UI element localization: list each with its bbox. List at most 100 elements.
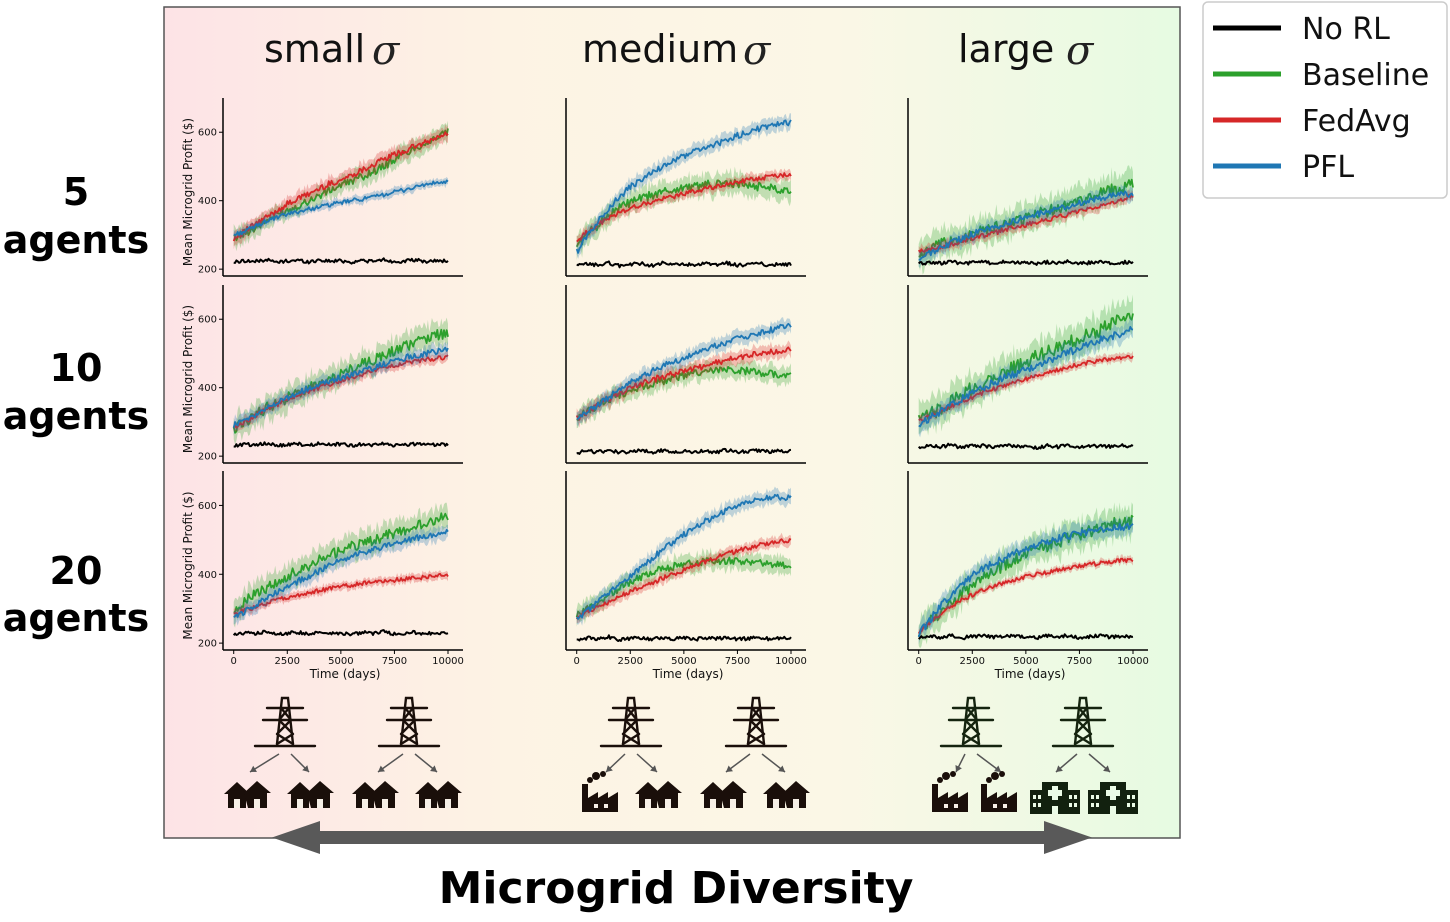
series-line-pfl — [575, 119, 792, 254]
chart-panel — [565, 98, 806, 277]
x-tick-label: 7500 — [382, 656, 407, 667]
confidence-band-baseline — [576, 547, 791, 627]
house-icon — [224, 781, 271, 808]
series-line-pfl — [576, 322, 792, 420]
x-tick-label: 10000 — [775, 656, 807, 667]
power-tower-icon — [599, 696, 663, 748]
confidence-band-fedavg — [576, 532, 791, 623]
x-axis-label: Time (days) — [652, 667, 724, 681]
connection-arrow — [1055, 753, 1078, 773]
connection-arrow — [725, 753, 751, 773]
arrow-head-left — [272, 821, 320, 854]
series-line-fedavg — [576, 172, 792, 243]
confidence-band-pfl — [576, 317, 791, 427]
microgrid-group — [224, 696, 462, 808]
connection-arrow — [249, 753, 280, 773]
factory-icon — [932, 771, 968, 812]
column-title-medium: medium — [582, 27, 738, 71]
microgrid-group — [582, 696, 810, 812]
house-icon — [287, 781, 334, 808]
x-axis-label: Time (days) — [994, 667, 1066, 681]
arrow-head-right — [1044, 821, 1092, 854]
series-line-no-rl — [576, 634, 792, 642]
x-tick-label: 7500 — [725, 656, 750, 667]
legend-label: Baseline — [1302, 58, 1429, 93]
chart-panel — [907, 98, 1148, 277]
series-line-fedavg — [575, 538, 792, 620]
connection-arrow — [636, 753, 658, 773]
series-line-fedavg — [232, 131, 449, 242]
series-line-no-rl — [917, 259, 1134, 266]
series-line-no-rl — [233, 441, 449, 448]
confidence-band-fedavg — [576, 340, 791, 428]
x-tick-label: 2500 — [960, 656, 985, 667]
confidence-band-pfl — [918, 316, 1133, 438]
confidence-band-pfl — [576, 113, 791, 259]
x-axis-label: Time (days) — [309, 667, 381, 681]
series-line-fedavg — [233, 572, 449, 615]
power-tower-icon — [724, 696, 788, 748]
series-line-no-rl — [576, 447, 792, 455]
confidence-band-pfl — [233, 340, 448, 436]
series-line-baseline — [575, 556, 792, 618]
legend: No RL Baseline FedAvg PFL — [1202, 1, 1448, 199]
series-line-fedavg — [233, 354, 449, 429]
series-line-baseline — [233, 512, 449, 614]
x-tick-label: 10000 — [432, 656, 464, 667]
confidence-band-pfl — [233, 177, 448, 240]
microgrid-group — [932, 696, 1138, 814]
y-tick-label: 600 — [198, 315, 217, 326]
confidence-band-baseline — [918, 294, 1133, 436]
confidence-band-baseline — [576, 357, 791, 429]
legend-label: PFL — [1302, 150, 1354, 185]
confidence-band-pfl — [918, 515, 1133, 645]
y-tick-label: 400 — [198, 196, 217, 207]
x-tick-label: 2500 — [618, 656, 643, 667]
hospital-icon — [1030, 782, 1080, 814]
series-line-baseline — [917, 312, 1134, 420]
series-line-pfl — [575, 493, 792, 620]
series-line-pfl — [232, 346, 449, 428]
power-tower-icon — [377, 696, 441, 748]
series-line-pfl — [918, 190, 1134, 261]
hospital-icon — [1088, 782, 1138, 814]
y-tick-label: 400 — [198, 383, 217, 394]
series-line-no-rl — [917, 442, 1134, 450]
diversity-label: Microgrid Diversity — [439, 863, 914, 914]
row-label-word: agents — [3, 218, 149, 262]
series-line-no-rl — [233, 257, 449, 265]
power-tower-icon — [939, 696, 1003, 748]
series-line-pfl — [917, 522, 1134, 638]
confidence-band-pfl — [918, 183, 1133, 268]
confidence-band-baseline — [918, 165, 1133, 275]
row-label-number: 5 — [63, 170, 89, 214]
connection-arrow — [955, 753, 966, 773]
confidence-band-fedavg — [233, 124, 448, 250]
diversity-arrow — [272, 821, 1092, 854]
confidence-band-fedavg — [233, 349, 448, 432]
row-labels: 5 agents 10 agents 20 agents — [3, 170, 149, 640]
connection-arrow — [761, 753, 786, 773]
connection-arrow — [414, 753, 438, 773]
house-icon — [763, 781, 810, 808]
column-titles: small σ medium σ large σ — [264, 27, 1095, 74]
row-label-number: 10 — [50, 346, 103, 390]
house-icon — [700, 781, 747, 808]
sigma-symbol: σ — [1066, 28, 1095, 74]
legend-label: No RL — [1302, 12, 1390, 47]
connection-arrow — [976, 753, 1002, 773]
series-line-no-rl — [917, 633, 1134, 641]
arrow-shaft — [318, 831, 1048, 844]
y-tick-label: 200 — [198, 265, 217, 276]
sigma-symbol: σ — [372, 28, 401, 74]
power-tower-icon — [1051, 696, 1115, 748]
series-line-pfl — [233, 528, 449, 618]
confidence-band-pfl — [233, 524, 448, 626]
series-line-baseline — [575, 178, 792, 248]
house-icon — [352, 781, 399, 808]
row-label-word: agents — [3, 596, 149, 640]
